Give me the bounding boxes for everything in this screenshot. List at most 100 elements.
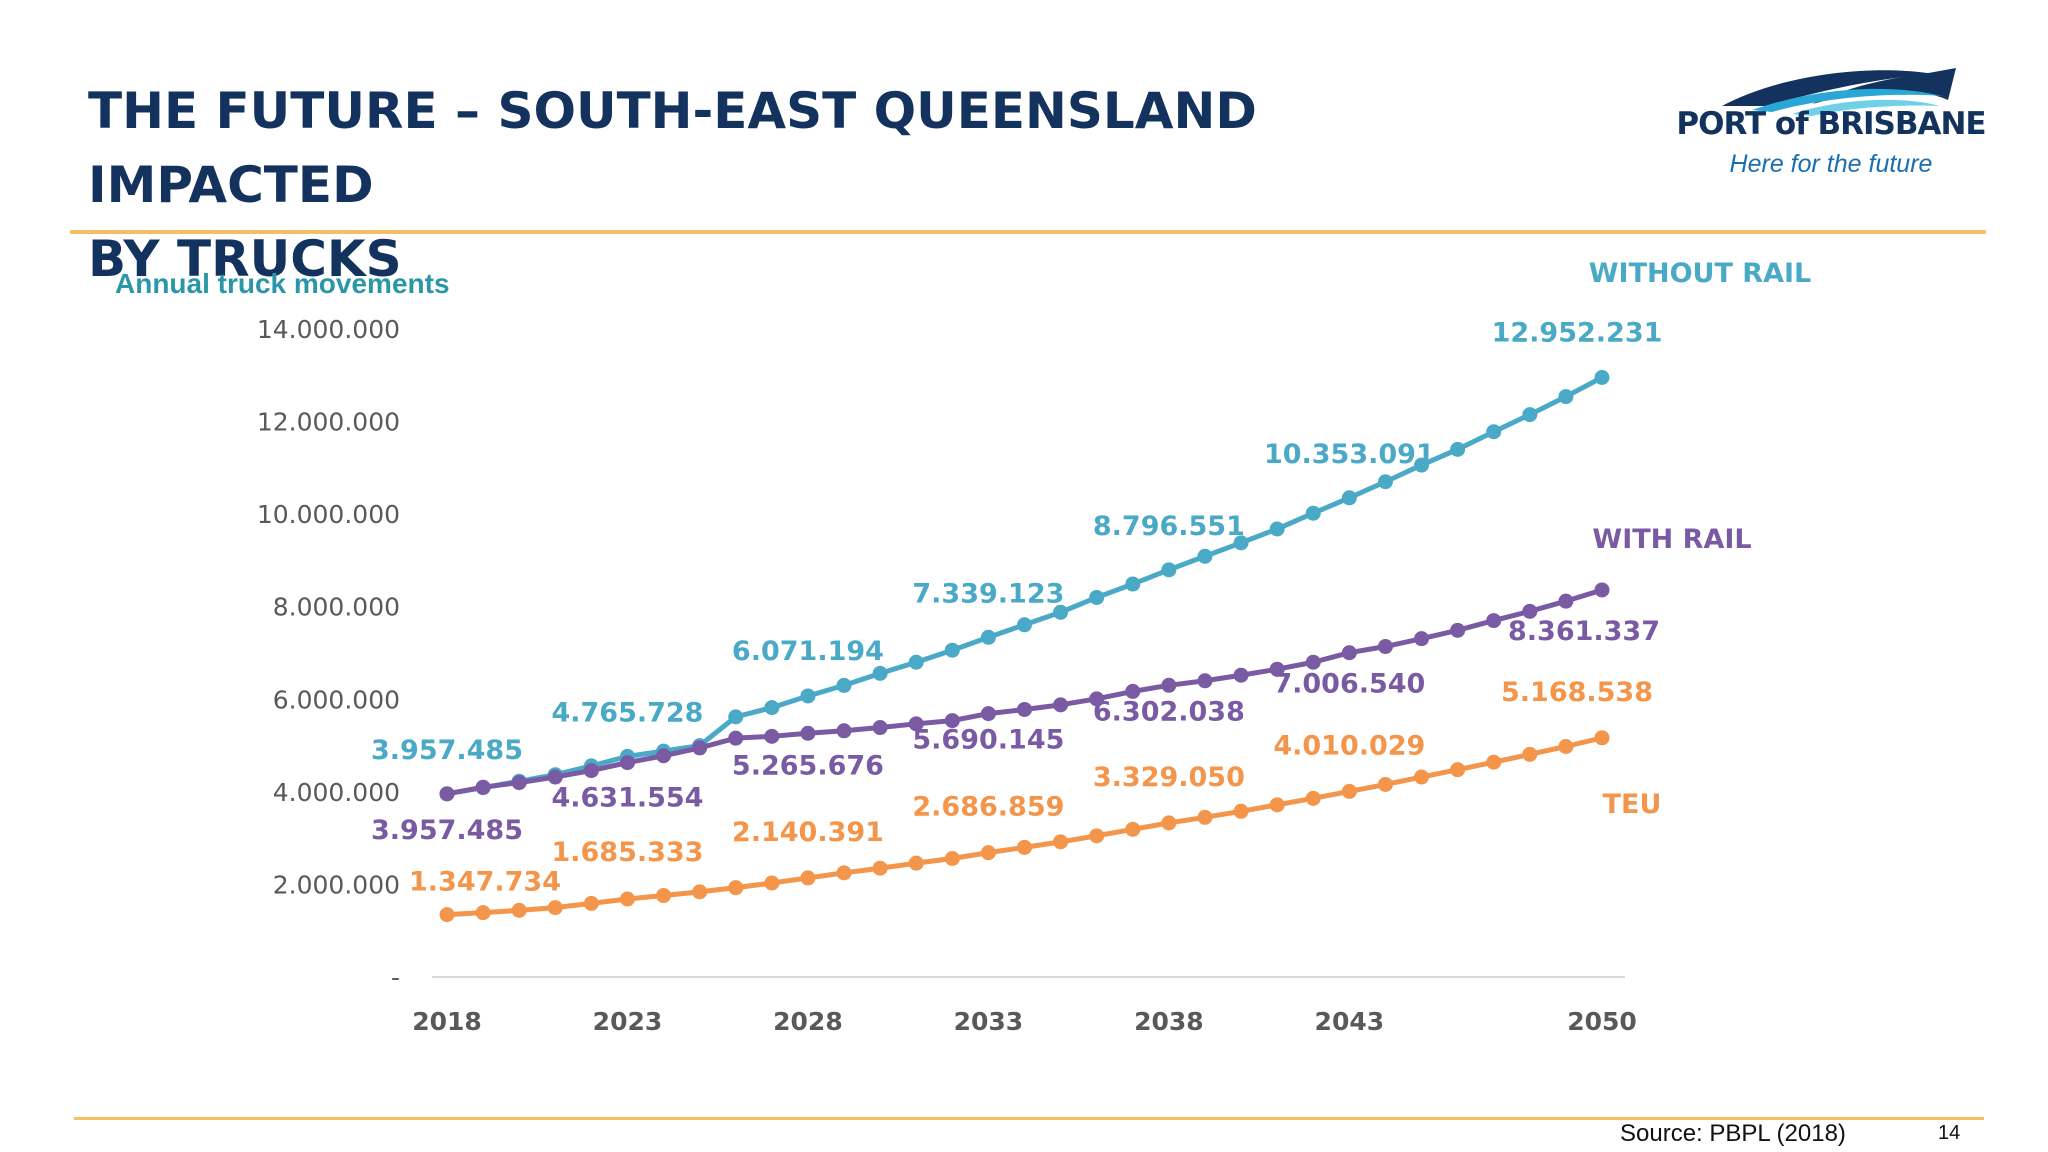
data-point (656, 888, 672, 904)
data-point (619, 755, 635, 771)
data-point (1017, 701, 1032, 717)
y-tick-label: 2.000.000 (273, 870, 400, 899)
data-point (1269, 521, 1285, 537)
x-tick-label: 2050 (1567, 1007, 1637, 1036)
data-label: 6.302.038 (1093, 696, 1245, 727)
series-name-label: WITHOUT RAIL (1589, 258, 1811, 289)
data-point (728, 709, 744, 725)
data-label: 4.010.029 (1273, 730, 1425, 761)
top-divider (70, 230, 1986, 234)
data-point (908, 716, 924, 732)
data-point (1341, 783, 1357, 799)
data-point (764, 700, 780, 716)
data-point (1305, 790, 1321, 806)
data-point (1377, 474, 1393, 490)
y-tick-label: 12.000.000 (257, 408, 400, 437)
data-point (1341, 490, 1357, 506)
data-point (511, 775, 527, 791)
data-point (908, 855, 924, 871)
data-point (1089, 828, 1105, 844)
series-name-label: WITH RAIL (1592, 524, 1751, 555)
data-point (1089, 589, 1105, 605)
data-point (836, 865, 852, 881)
data-point (1377, 639, 1393, 655)
data-label: 2.140.391 (732, 817, 884, 848)
x-tick-label: 2038 (1134, 1007, 1204, 1036)
data-label: 5.690.145 (912, 725, 1064, 756)
data-point (439, 786, 455, 802)
data-point (944, 851, 960, 867)
data-point (944, 713, 960, 729)
data-point (728, 730, 744, 746)
data-point (836, 723, 852, 739)
data-point (547, 769, 563, 785)
data-point (800, 688, 816, 704)
data-point (583, 895, 599, 911)
data-label: 10.353.091 (1264, 439, 1435, 470)
data-point (1377, 776, 1393, 792)
data-label: 8.796.551 (1093, 511, 1245, 542)
data-point (619, 891, 635, 907)
logo-tagline: Here for the future (1729, 150, 1933, 178)
data-point (1558, 389, 1574, 405)
data-point (1305, 505, 1321, 521)
data-point (764, 728, 780, 744)
data-point (1594, 730, 1610, 746)
data-point (1233, 667, 1249, 683)
data-label: 1.685.333 (551, 837, 703, 868)
data-point (1053, 697, 1069, 713)
data-point (1450, 622, 1466, 638)
data-point (1269, 797, 1285, 813)
data-label: 3.957.485 (371, 815, 523, 846)
data-point (800, 870, 816, 886)
data-point (1269, 661, 1285, 677)
x-tick-label: 2043 (1315, 1007, 1385, 1036)
data-point (1341, 645, 1357, 661)
data-point (1125, 683, 1141, 699)
data-point (1125, 821, 1141, 837)
data-point (1450, 441, 1466, 457)
data-point (1233, 535, 1249, 551)
data-point (1414, 457, 1430, 473)
data-point (1522, 746, 1538, 762)
data-label: 8.361.337 (1508, 616, 1660, 647)
data-point (1197, 809, 1213, 825)
data-label: 4.765.728 (551, 697, 703, 728)
data-point (1522, 603, 1538, 619)
data-label: 6.071.194 (732, 636, 884, 667)
y-tick-label: 14.000.000 (257, 315, 400, 344)
wave-icon (1722, 68, 1956, 116)
data-point (1558, 738, 1574, 754)
data-point (872, 720, 888, 736)
x-tick-label: 2033 (954, 1007, 1024, 1036)
data-label: 2.686.859 (912, 792, 1064, 823)
data-label: 3.957.485 (371, 735, 523, 766)
slide-title-line-2: BY TRUCKS (88, 230, 402, 288)
data-point (872, 860, 888, 876)
series-name-label: TEU (1603, 789, 1662, 820)
x-tick-label: 2028 (773, 1007, 843, 1036)
data-label: 3.329.050 (1093, 762, 1245, 793)
data-point (1197, 548, 1213, 564)
data-point (764, 875, 780, 891)
data-point (1414, 769, 1430, 785)
x-tick-label: 2018 (412, 1007, 482, 1036)
port-of-brisbane-logo: PORT of BRISBANE Here for the future (1672, 66, 1990, 186)
data-point (1486, 613, 1502, 629)
data-point (1053, 604, 1069, 620)
data-point (1414, 631, 1430, 647)
data-point (656, 748, 672, 764)
data-point (1486, 424, 1502, 440)
y-tick-label: 8.000.000 (273, 593, 400, 622)
data-point (583, 763, 599, 779)
data-point (1161, 677, 1177, 693)
data-point (1450, 762, 1466, 778)
data-point (1233, 803, 1249, 819)
data-point (1161, 562, 1177, 578)
data-point (980, 845, 996, 861)
data-point (547, 900, 563, 916)
data-label: 12.952.231 (1492, 317, 1663, 348)
data-point (439, 907, 455, 923)
data-point (1486, 754, 1502, 770)
